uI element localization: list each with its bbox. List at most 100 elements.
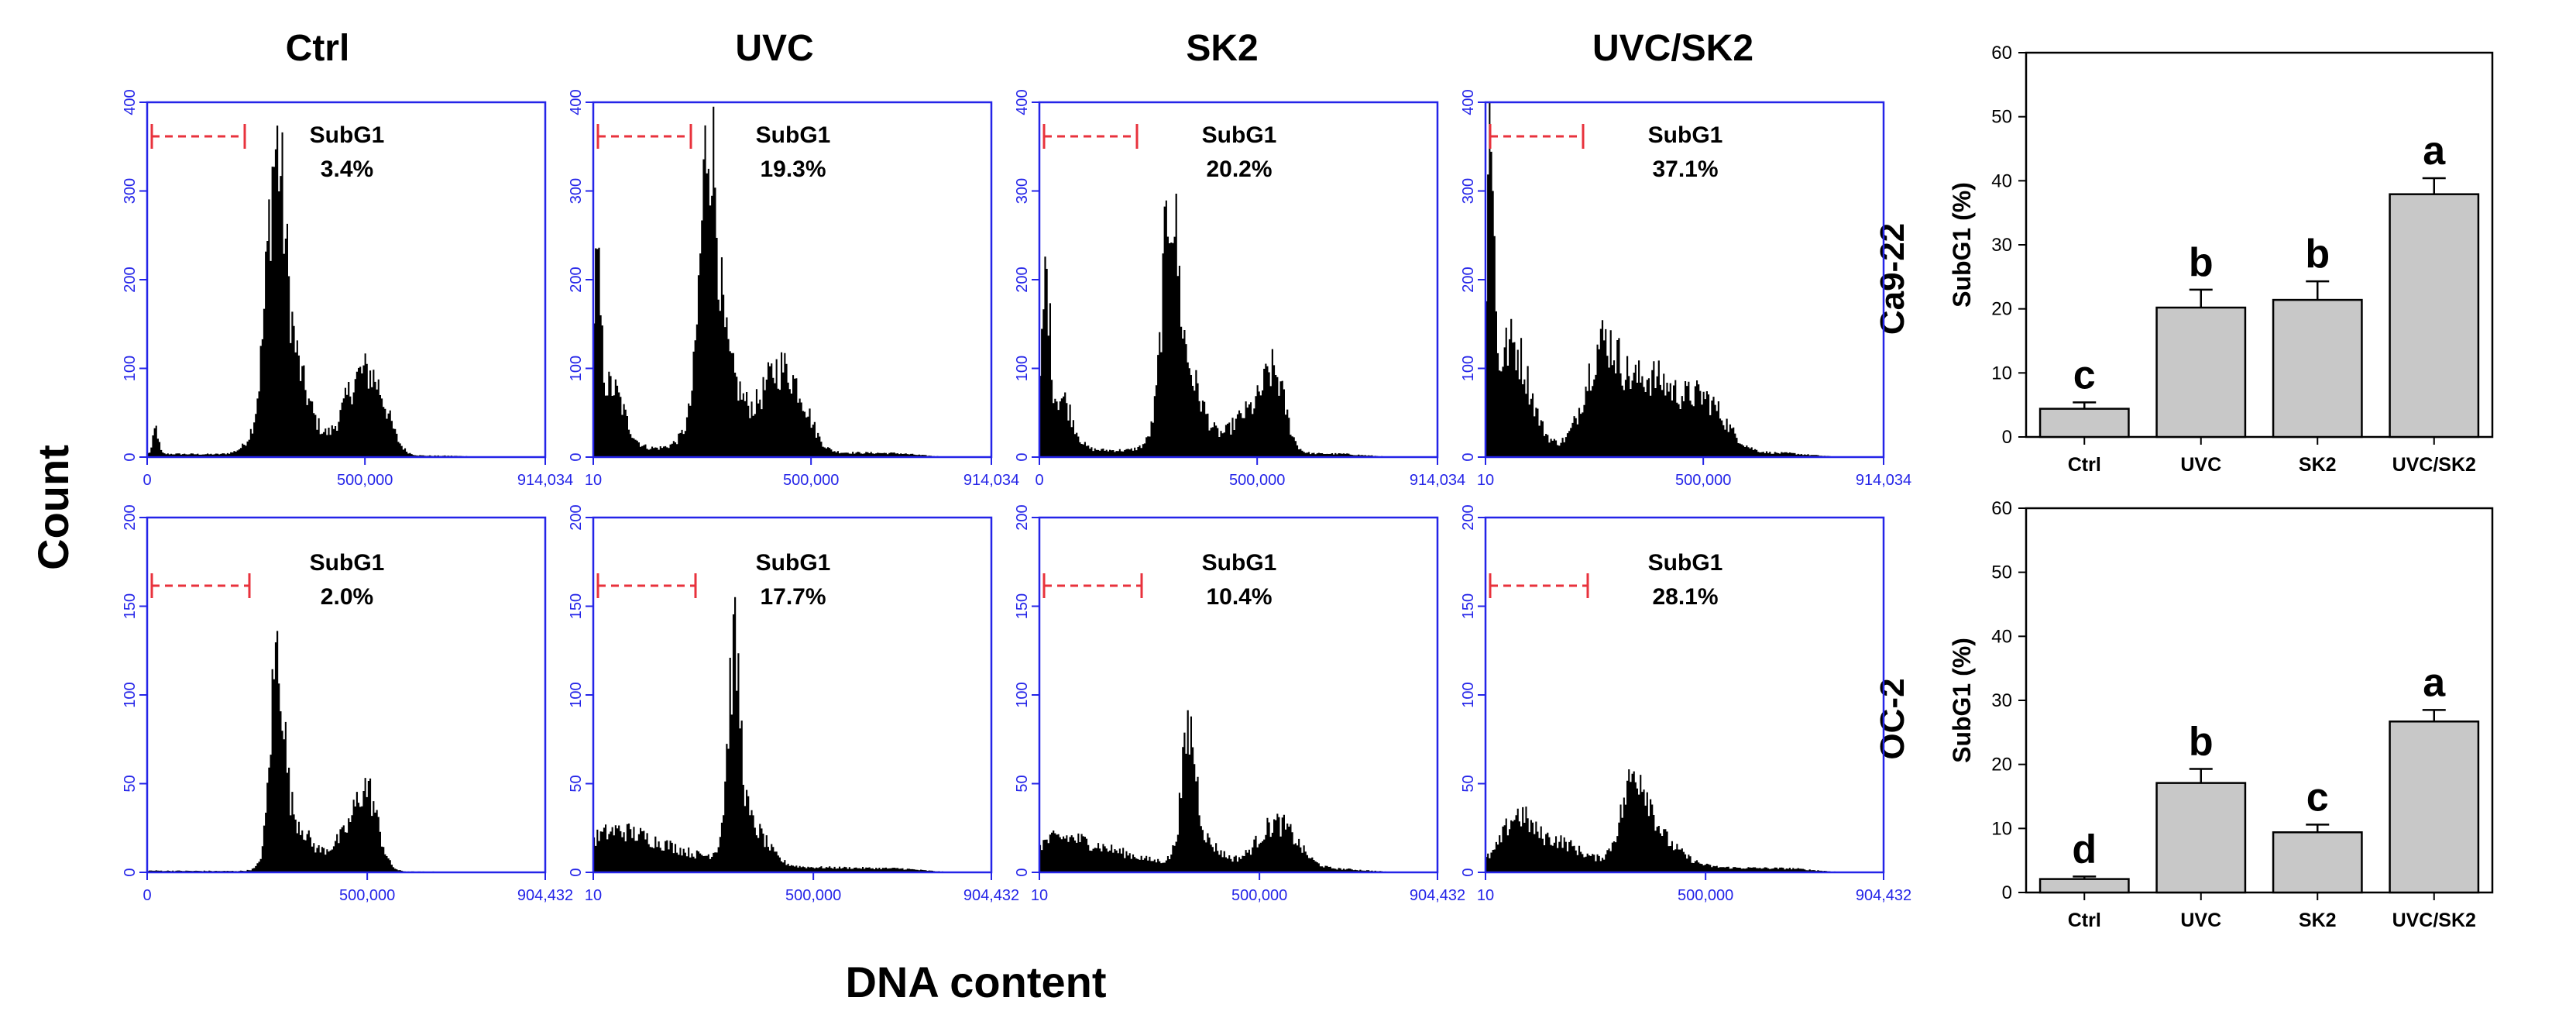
y-tick-label: 400 bbox=[122, 89, 139, 115]
histogram-panel-ca9-22-uvc-sk2: 0 100 200 300 400 10 500,000 914,034 SubG1 37.1% bbox=[1460, 89, 1911, 489]
y-tick-label: 100 bbox=[1460, 356, 1477, 381]
histogram-trace bbox=[1485, 769, 1884, 872]
x-tick-label: 10 bbox=[1477, 887, 1494, 904]
subg1-percent: 10.4% bbox=[1206, 584, 1272, 610]
bar-charts: 0 10 20 30 40 50 60 SubG1 (%) c Ctrl b UVC b SK2 a UVC/… bbox=[1948, 43, 2494, 931]
y-tick-label: 50 bbox=[1991, 107, 2012, 128]
bar-ctrl bbox=[2038, 878, 2130, 894]
y-tick-label: 0 bbox=[2002, 882, 2012, 903]
column-title-sk2: SK2 bbox=[1186, 28, 1258, 69]
significance-letter: c bbox=[2306, 775, 2329, 820]
bar-uvc bbox=[2155, 782, 2247, 894]
significance-letter: b bbox=[2189, 719, 2214, 764]
subg1-percent: 19.3% bbox=[760, 156, 826, 182]
column-title-uvc-sk2: UVC/SK2 bbox=[1592, 28, 1753, 69]
subg1-label: SubG1 bbox=[310, 122, 385, 148]
y-axis-title-count: Count bbox=[29, 445, 77, 570]
subg1-percent: 37.1% bbox=[1652, 156, 1718, 182]
histogram-trace bbox=[147, 126, 545, 457]
column-title-ctrl: Ctrl bbox=[286, 28, 350, 69]
subg1-percent: 17.7% bbox=[760, 584, 826, 610]
y-axis-title: SubG1 (%) bbox=[1948, 638, 1976, 763]
y-tick-label: 300 bbox=[1460, 178, 1477, 204]
y-tick-label: 40 bbox=[1991, 626, 2012, 647]
x-tick-label: 914,034 bbox=[517, 472, 573, 489]
y-tick-label: 400 bbox=[568, 89, 585, 115]
y-tick-label: 0 bbox=[122, 868, 139, 876]
x-tick-label: Ctrl bbox=[2068, 910, 2101, 931]
y-tick-label: 50 bbox=[122, 775, 139, 792]
y-tick-label: 0 bbox=[568, 868, 585, 876]
bar-uvc-sk2 bbox=[2389, 721, 2480, 894]
y-tick-label: 50 bbox=[1014, 775, 1031, 792]
y-tick-label: 0 bbox=[2002, 427, 2012, 448]
x-tick-label: UVC bbox=[2180, 454, 2221, 476]
subg1-percent: 28.1% bbox=[1652, 584, 1718, 610]
y-tick-label: 0 bbox=[568, 452, 585, 461]
y-tick-label: 30 bbox=[1991, 690, 2012, 711]
histogram-panel-ca9-22-sk2: 0 100 200 300 400 0 500,000 914,034 SubG1 20.2% bbox=[1014, 89, 1465, 489]
x-tick-label: 904,432 bbox=[517, 887, 573, 904]
y-tick-label: 200 bbox=[568, 267, 585, 292]
histogram-trace bbox=[1039, 710, 1437, 872]
bar-uvc bbox=[2155, 306, 2247, 438]
x-tick-label: 10 bbox=[1477, 472, 1494, 489]
subg1-label: SubG1 bbox=[1648, 122, 1723, 148]
y-tick-label: 10 bbox=[1991, 818, 2012, 839]
significance-letter: a bbox=[2423, 129, 2446, 174]
histogram-panel-oc-2-uvc: 0 50 100 150 200 10 500,000 904,432 SubG1 17.7% bbox=[568, 504, 1019, 904]
x-tick-label: 500,000 bbox=[1678, 887, 1733, 904]
x-tick-label: 904,432 bbox=[1410, 887, 1465, 904]
y-tick-label: 50 bbox=[1460, 775, 1477, 792]
x-tick-label: Ctrl bbox=[2068, 454, 2101, 476]
y-tick-label: 50 bbox=[568, 775, 585, 792]
y-tick-label: 30 bbox=[1991, 235, 2012, 256]
histogram-panel-oc-2-uvc-sk2: 0 50 100 150 200 10 500,000 904,432 SubG1 28.1% bbox=[1460, 504, 1911, 904]
histogram-panel-oc-2-sk2: 0 50 100 150 200 10 500,000 904,432 SubG1 10.4% bbox=[1014, 504, 1465, 904]
y-tick-label: 150 bbox=[568, 593, 585, 619]
y-tick-label: 60 bbox=[1991, 498, 2012, 519]
y-tick-label: 150 bbox=[1014, 593, 1031, 619]
x-tick-label: 500,000 bbox=[1229, 472, 1285, 489]
x-tick-label: 904,432 bbox=[963, 887, 1019, 904]
y-tick-label: 150 bbox=[122, 593, 139, 619]
y-tick-label: 10 bbox=[1991, 363, 2012, 383]
y-tick-label: 200 bbox=[122, 267, 139, 292]
y-tick-label: 300 bbox=[1014, 178, 1031, 204]
x-axis-title-dna-content: DNA content bbox=[845, 958, 1106, 1006]
subg1-percent: 2.0% bbox=[321, 584, 373, 610]
x-tick-label: 914,034 bbox=[963, 472, 1019, 489]
column-title-uvc: UVC bbox=[735, 28, 813, 69]
y-tick-label: 20 bbox=[1991, 299, 2012, 320]
x-tick-label: 500,000 bbox=[1231, 887, 1287, 904]
x-tick-label: 500,000 bbox=[783, 472, 839, 489]
x-tick-label: 904,432 bbox=[1856, 887, 1911, 904]
x-tick-label: UVC bbox=[2180, 910, 2221, 931]
x-tick-label: 500,000 bbox=[337, 472, 393, 489]
subg1-label: SubG1 bbox=[1202, 550, 1277, 576]
x-tick-label: 10 bbox=[1031, 887, 1048, 904]
y-tick-label: 200 bbox=[122, 504, 139, 530]
significance-letter: d bbox=[2072, 827, 2097, 872]
histogram-trace bbox=[1039, 194, 1437, 457]
y-tick-label: 40 bbox=[1991, 170, 2012, 191]
x-tick-label: UVC/SK2 bbox=[2392, 454, 2476, 476]
y-tick-label: 0 bbox=[1014, 868, 1031, 876]
y-tick-label: 0 bbox=[1460, 868, 1477, 876]
y-tick-label: 60 bbox=[1991, 43, 2012, 64]
row-label-oc-2: OC-2 bbox=[1874, 678, 1911, 759]
bar-sk2 bbox=[2272, 298, 2363, 438]
bar-uvc-sk2 bbox=[2389, 193, 2480, 438]
y-tick-label: 100 bbox=[568, 682, 585, 707]
significance-letter: c bbox=[2073, 353, 2096, 397]
subg1-label: SubG1 bbox=[1648, 550, 1723, 576]
y-tick-label: 20 bbox=[1991, 755, 2012, 776]
panel-frame bbox=[1038, 101, 1439, 459]
subg1-label: SubG1 bbox=[1202, 122, 1277, 148]
subg1-label: SubG1 bbox=[756, 122, 831, 148]
y-tick-label: 100 bbox=[1014, 356, 1031, 381]
y-tick-label: 0 bbox=[122, 452, 139, 461]
y-tick-label: 100 bbox=[568, 356, 585, 381]
